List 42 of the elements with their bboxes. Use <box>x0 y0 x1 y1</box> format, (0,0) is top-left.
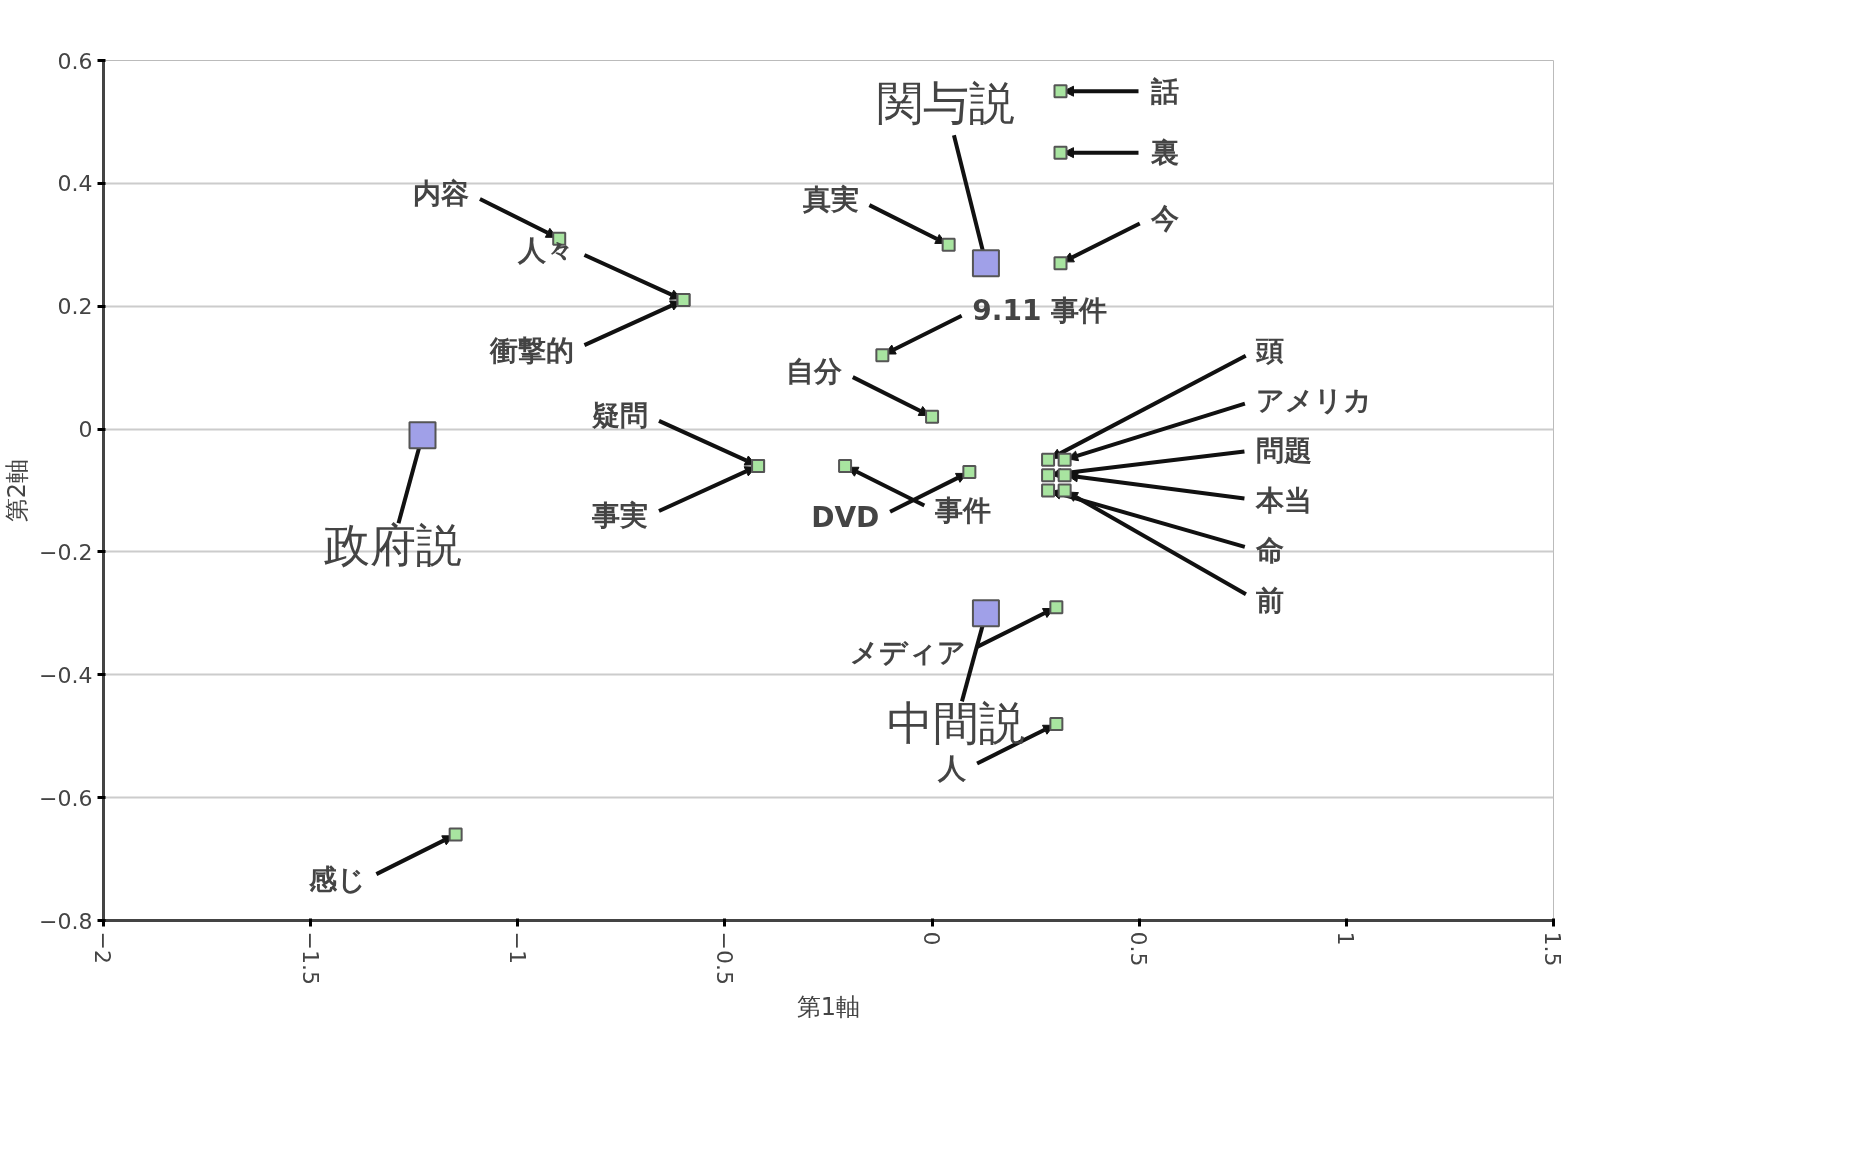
annotation: 関与説 <box>876 76 1015 131</box>
annotation: 衝撃的 <box>488 333 574 367</box>
annotation: 真実 <box>801 183 859 217</box>
x-tick-label: −0.5 <box>711 931 737 985</box>
y-tick-label: −0.6 <box>39 785 93 811</box>
annotation: 裏 <box>1149 136 1179 170</box>
annotation: 疑問 <box>591 399 649 433</box>
y-tick-label: 0.6 <box>57 48 93 74</box>
y-tick-label: −0.2 <box>39 539 93 565</box>
x-tick-label: −1.5 <box>297 931 323 985</box>
x-tick-label: −2 <box>90 931 116 964</box>
annotation: 頭 <box>1255 333 1285 367</box>
x-tick-label: 0.5 <box>1126 931 1152 967</box>
annotation: 問題 <box>1256 433 1313 467</box>
annotation: 命 <box>1255 533 1285 567</box>
annotation: メディア <box>850 635 967 669</box>
annotation: 政府説 <box>323 518 462 573</box>
annotation: 本当 <box>1255 483 1313 517</box>
annotation: 内容 <box>413 177 470 211</box>
x-tick-label: −1 <box>504 931 530 964</box>
annotation: 感じ <box>307 863 366 896</box>
annotation: 話 <box>1149 74 1179 108</box>
y-tick-label: −0.8 <box>39 908 93 934</box>
y-tick-label: −0.4 <box>39 662 93 688</box>
x-axis-title: 第1軸 <box>796 992 861 1021</box>
y-axis-title: 第2軸 <box>3 458 32 523</box>
annotation: 今 <box>1149 201 1179 235</box>
annotation: 事件 <box>934 494 992 528</box>
annotation: 人 <box>937 752 968 786</box>
annotation: 前 <box>1255 583 1285 617</box>
annotation: 中間説 <box>886 696 1025 751</box>
annotation: 9.11 事件 <box>972 293 1108 327</box>
annotation: アメリカ <box>1256 383 1373 417</box>
annotation: DVD <box>811 500 880 534</box>
y-tick-label: 0 <box>78 417 93 443</box>
x-tick-label: 0 <box>919 931 945 946</box>
x-tick-label: 1.5 <box>1540 931 1566 967</box>
annotation: 事実 <box>591 499 649 533</box>
y-tick-label: 0.4 <box>57 171 93 197</box>
x-tick-label: 1 <box>1333 931 1359 946</box>
y-tick-label: 0.2 <box>57 294 93 320</box>
annotation: 自分 <box>786 355 844 389</box>
